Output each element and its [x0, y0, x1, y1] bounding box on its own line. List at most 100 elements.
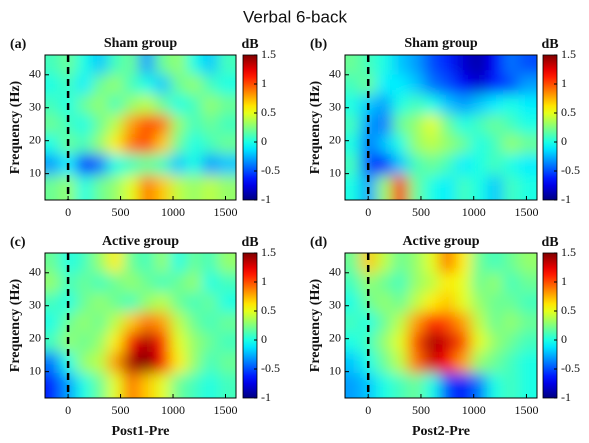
y-tick-label: 40	[29, 67, 41, 81]
heat-cell	[154, 272, 171, 294]
heat-cell	[486, 114, 504, 135]
heat-cell	[423, 94, 440, 115]
heat-cell	[45, 292, 61, 313]
heat-cell	[75, 94, 93, 115]
heat-cell	[407, 253, 425, 274]
y-tick-label: 20	[29, 330, 41, 344]
heat-cell	[376, 55, 393, 76]
heat-cell	[345, 74, 361, 96]
heat-cell	[455, 175, 472, 200]
heat-cell	[471, 74, 488, 96]
heat-cell	[345, 55, 361, 76]
heat-cell	[107, 153, 124, 176]
heat-cell	[502, 351, 520, 374]
heat-cell	[518, 373, 537, 398]
colorbar-tick-label: -1	[561, 390, 571, 404]
heat-cell	[45, 55, 61, 76]
x-tick-label: 500	[112, 205, 130, 219]
heat-cell	[360, 55, 377, 76]
x-tick-label: 0	[365, 403, 371, 417]
heat-cell	[345, 253, 361, 274]
heat-cell	[170, 272, 187, 294]
y-axis-label: Frequency (Hz)	[308, 278, 323, 372]
heat-cell	[391, 94, 409, 115]
colorbar-label: dB	[241, 235, 258, 250]
heat-cell	[502, 175, 520, 200]
heat-cell	[471, 94, 488, 115]
heat-cell	[439, 312, 456, 333]
heat-cell	[391, 272, 409, 294]
heat-cell	[123, 55, 140, 76]
heat-cell	[154, 153, 171, 176]
x-tick-label: 0	[65, 205, 71, 219]
heat-cell	[91, 175, 108, 200]
heat-cell	[201, 292, 219, 313]
heat-cell	[455, 253, 472, 274]
heat-cell	[486, 175, 504, 200]
heat-cell	[391, 312, 409, 333]
heat-cell	[439, 253, 456, 274]
heat-cell	[123, 153, 140, 176]
heat-cell	[518, 351, 537, 374]
heat-cell	[471, 114, 488, 135]
heat-cell	[75, 351, 93, 374]
heat-cell	[502, 332, 520, 353]
heat-cell	[455, 153, 472, 176]
plot-area	[45, 253, 236, 398]
heat-cell	[91, 74, 108, 96]
heat-cell	[407, 55, 425, 76]
heat-cell	[123, 312, 140, 333]
heat-cell	[186, 312, 203, 333]
heat-cell	[423, 373, 440, 398]
heat-cell	[486, 153, 504, 176]
heat-cell	[217, 114, 236, 135]
heat-cell	[486, 134, 504, 155]
y-tick-label: 30	[329, 99, 341, 113]
heat-cell	[471, 134, 488, 155]
heat-cell	[391, 332, 409, 353]
heat-cell	[407, 312, 425, 333]
heat-cell	[154, 253, 171, 274]
heat-cell	[345, 153, 361, 176]
heat-cell	[518, 272, 537, 294]
heat-cell	[201, 351, 219, 374]
heat-cell	[91, 134, 108, 155]
heat-cell	[123, 94, 140, 115]
heat-cell	[75, 272, 93, 294]
heat-cell	[391, 373, 409, 398]
heat-cell	[407, 292, 425, 313]
y-tick-label: 30	[29, 99, 41, 113]
heat-cell	[345, 332, 361, 353]
heat-cell	[107, 253, 124, 274]
heat-cell	[502, 74, 520, 96]
heat-cell	[471, 272, 488, 294]
heat-cell	[217, 94, 236, 115]
heat-cell	[376, 312, 393, 333]
heat-cell	[107, 292, 124, 313]
heat-cell	[518, 153, 537, 176]
heat-cell	[486, 253, 504, 274]
heat-cell	[391, 74, 409, 96]
heat-cell	[138, 55, 156, 76]
x-tick-label: 1000	[462, 205, 486, 219]
colorbar-tick-label: 1	[261, 274, 267, 288]
colorbar-tick-label: -0.5	[561, 361, 580, 375]
heat-cell	[138, 94, 156, 115]
heat-cell	[345, 114, 361, 135]
heat-cell	[107, 351, 124, 374]
heat-cell	[518, 312, 537, 333]
heat-cell	[217, 74, 236, 96]
heat-cell	[439, 175, 456, 200]
heat-cell	[123, 272, 140, 294]
colorbar-tick-label: 0.5	[261, 303, 276, 317]
heat-cell	[123, 253, 140, 274]
colorbar-tick-label: 0	[561, 332, 567, 346]
heat-cell	[471, 351, 488, 374]
heat-cell	[486, 74, 504, 96]
colorbar-tick-label: 1.5	[261, 47, 276, 61]
heat-cell	[376, 332, 393, 353]
heat-cell	[123, 351, 140, 374]
heat-cell	[455, 332, 472, 353]
heat-cell	[423, 175, 440, 200]
heat-cell	[391, 55, 409, 76]
